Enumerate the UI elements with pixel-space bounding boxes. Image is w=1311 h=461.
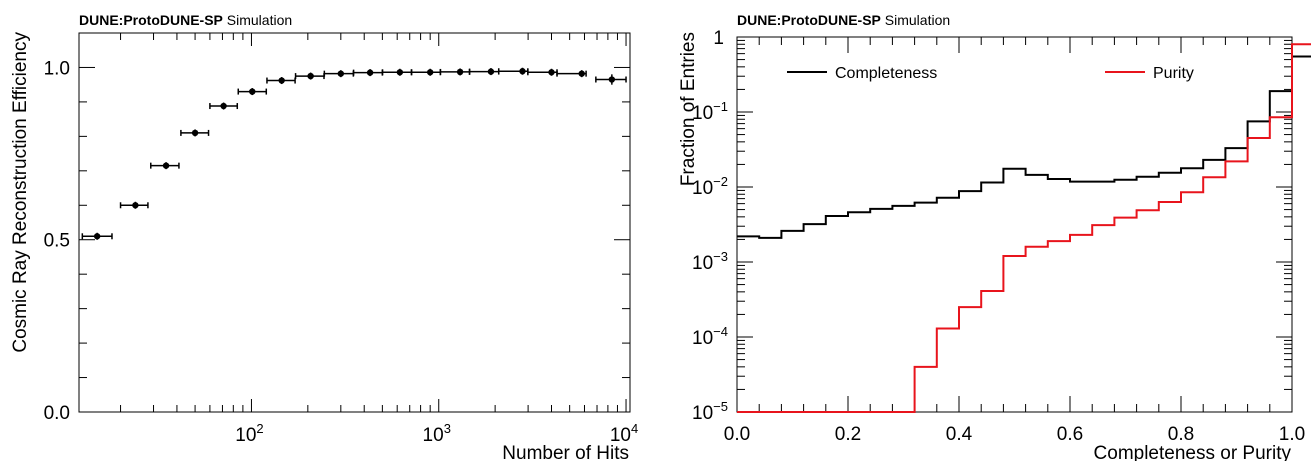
y-tick-label: 0.0 (44, 403, 70, 424)
y-tick-label: 10−2 (692, 174, 728, 199)
y-tick-label: 1 (713, 28, 724, 49)
x-tick-label: 104 (610, 421, 638, 446)
histogram-completeness (737, 55, 1311, 239)
panel2-legend: Completeness Purity (787, 65, 1194, 82)
x-tick-label: 103 (423, 421, 451, 446)
x-tick-label: 102 (235, 421, 263, 446)
data-point (548, 69, 555, 76)
y-tick-label: 0.5 (44, 231, 70, 252)
data-point (487, 68, 495, 75)
y-tick-label: 10−5 (692, 399, 728, 424)
panel1-header-normal: Simulation (227, 12, 292, 28)
data-point (578, 70, 585, 77)
data-point (307, 72, 314, 80)
data-point (366, 69, 374, 76)
data-point (337, 70, 345, 77)
panel2-frame (736, 36, 1293, 413)
panel2-ticks: 0.0 0.2 0.4 0.6 0.8 1.0 1 10−1 10−2 10−3 10−4 10−5 (692, 28, 1305, 445)
data-point (93, 233, 101, 240)
panel2-ylabel: Fraction of Entries (678, 32, 699, 186)
data-point (608, 76, 616, 83)
histogram-purity (737, 43, 1311, 413)
data-point (132, 202, 139, 209)
legend-label-purity: Purity (1153, 65, 1194, 82)
data-point (396, 69, 404, 76)
panel1-xlabel: Number of Hits (502, 443, 629, 461)
x-tick-label: 0.6 (1057, 424, 1083, 445)
data-point (519, 68, 526, 75)
panel1-data-points (81, 67, 627, 240)
y-tick-label: 10−3 (692, 249, 728, 274)
y-tick-label: 10−4 (692, 324, 728, 349)
data-point (220, 102, 227, 110)
data-point (191, 129, 199, 137)
x-tick-label: 0.4 (946, 424, 973, 445)
panel1-header-bold: DUNE:ProtoDUNE-SP (79, 12, 223, 28)
x-tick-label: 0.2 (835, 424, 861, 445)
panel1-frame (78, 32, 631, 413)
data-point (249, 88, 256, 95)
x-tick-label: 0.0 (724, 424, 750, 445)
completeness-purity-panel: DUNE:ProtoDUNE-SP Simulation 0.0 0.2 0.4 0.… (678, 12, 1311, 461)
panel1-ylabel: Cosmic Ray Reconstruction Efficiency (10, 32, 31, 353)
panel2-header: DUNE:ProtoDUNE-SP Simulation (737, 12, 950, 28)
data-point (456, 68, 464, 76)
x-tick-label: 1.0 (1279, 424, 1305, 445)
data-point (426, 69, 434, 76)
x-tick-label: 0.8 (1168, 424, 1194, 445)
panel2-xlabel: Completeness or Purity (1094, 443, 1292, 461)
y-tick-label: 10−1 (692, 99, 728, 124)
data-point (278, 77, 285, 84)
panel1-header: DUNE:ProtoDUNE-SP Simulation (79, 12, 292, 28)
panel2-header-normal: Simulation (885, 12, 950, 28)
efficiency-panel: DUNE:ProtoDUNE-SP Simulation 102 103 104 0.… (10, 12, 638, 461)
panel2-histograms (737, 43, 1311, 413)
data-point (162, 162, 170, 169)
panel1-ticks: 102 103 104 0.0 0.5 1.0 (44, 32, 638, 446)
y-tick-label: 1.0 (44, 58, 70, 79)
legend-label-completeness: Completeness (835, 65, 937, 82)
panel2-header-bold: DUNE:ProtoDUNE-SP (737, 12, 881, 28)
